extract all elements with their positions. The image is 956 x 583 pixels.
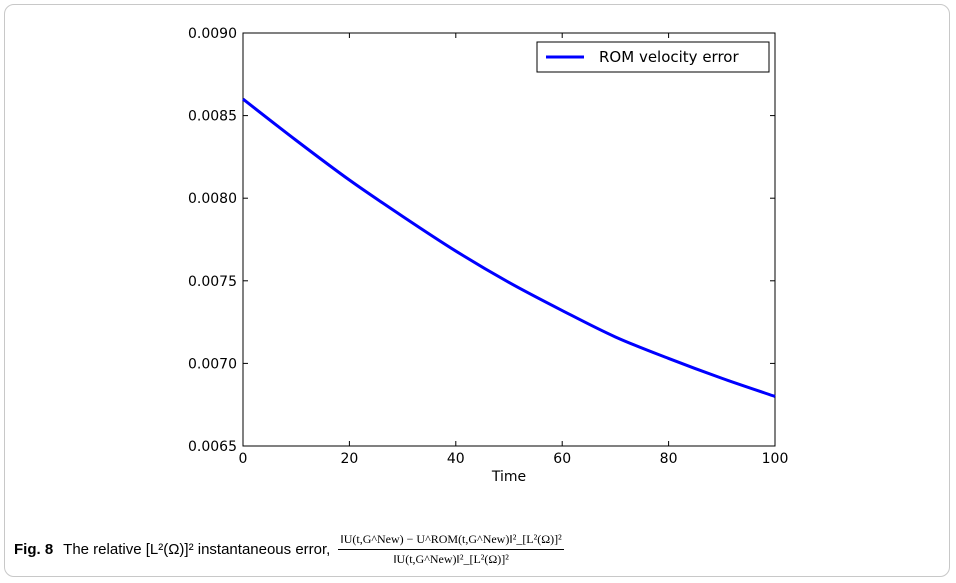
formula-numerator: ‖U(t,G^New) − U^ROM(t,G^New)‖²_[L²(Ω)]² bbox=[338, 532, 564, 550]
y-axis-ticks: 0.0065 0.0070 0.0075 0.0080 0.0085 0.0090 bbox=[188, 26, 775, 455]
x-tick-label: 0 bbox=[239, 451, 248, 467]
x-tick-label: 20 bbox=[340, 451, 358, 467]
y-tick-label: 0.0085 bbox=[188, 109, 237, 125]
y-tick-label: 0.0090 bbox=[188, 26, 237, 42]
line-chart: 0.0065 0.0070 0.0075 0.0080 0.0085 0.0090 0 20… bbox=[188, 26, 789, 485]
x-tick-label: 60 bbox=[553, 451, 571, 467]
legend: ROM velocity error bbox=[536, 41, 770, 73]
plot-area bbox=[242, 32, 776, 447]
x-axis-ticks: 0 20 40 60 80 100 bbox=[239, 33, 789, 467]
figure-label: Fig. 8 bbox=[14, 540, 54, 558]
x-tick-label: 80 bbox=[660, 451, 678, 467]
figure-caption: Fig. 8 The relative [L²(Ω)]² instantaneo… bbox=[14, 521, 564, 577]
error-formula: ‖U(t,G^New) − U^ROM(t,G^New)‖²_[L²(Ω)]² … bbox=[338, 532, 564, 567]
series-layer bbox=[242, 97, 776, 398]
y-tick-label: 0.0075 bbox=[188, 274, 237, 290]
y-tick-label: 0.0080 bbox=[188, 191, 237, 207]
series-line-0 bbox=[242, 97, 776, 398]
caption-description: The relative [L²(Ω)]² instantaneous erro… bbox=[63, 540, 331, 558]
y-tick-label: 0.0070 bbox=[188, 356, 237, 372]
y-tick-label: 0.0065 bbox=[188, 439, 237, 455]
x-tick-label: 40 bbox=[447, 451, 465, 467]
legend-label: ROM velocity error bbox=[599, 48, 739, 66]
formula-denominator: ‖U(t,G^New)‖²_[L²(Ω)]² bbox=[393, 551, 509, 566]
x-axis-label: Time bbox=[491, 469, 526, 485]
x-tick-label: 100 bbox=[762, 451, 789, 467]
